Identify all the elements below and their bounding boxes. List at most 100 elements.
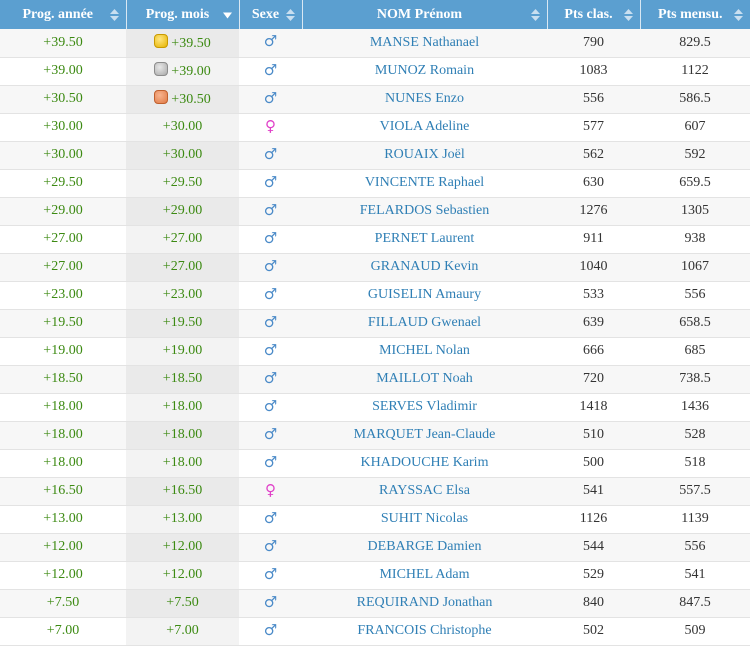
player-name-link[interactable]: REQUIRAND Jonathan	[356, 595, 493, 610]
name-cell: MANSE Nathanael	[302, 29, 547, 58]
player-name-link[interactable]: MANSE Nathanael	[369, 34, 480, 50]
sex-cell: ♂	[239, 533, 302, 562]
pts-mensu-cell: 685	[640, 337, 750, 366]
player-name-link[interactable]: FELARDOS Sebastien	[359, 203, 490, 218]
table-body: +39.50 +39.50 ♂ MANSE Nathanael 790 829.5 +39.…	[0, 29, 750, 646]
name-cell: MARQUET Jean-Claude	[302, 421, 547, 450]
pts-mensu-cell: 938	[640, 225, 750, 254]
prog-annee-cell: +19.00	[0, 337, 126, 366]
pts-mensu-cell: 518	[640, 449, 750, 478]
header-nom-prenom[interactable]: NOM Prénom	[302, 0, 548, 29]
player-name-link[interactable]: PERNET Laurent	[374, 231, 475, 246]
prog-mois-cell: +16.50	[126, 477, 239, 506]
player-name-link[interactable]: KHADOUCHE Karim	[360, 455, 489, 470]
player-name-link[interactable]: MARQUET Jean-Claude	[353, 427, 496, 442]
name-cell: SUHIT Nicolas	[302, 505, 547, 534]
table-row: +7.50 +7.50 ♂ REQUIRAND Jonathan 840 847.5	[0, 589, 750, 618]
name-cell: REQUIRAND Jonathan	[302, 589, 547, 618]
table-row: +12.00 +12.00 ♂ MICHEL Adam 529 541	[0, 561, 750, 590]
prog-mois-cell: +12.00	[126, 561, 239, 590]
table-row: +27.00 +27.00 ♂ GRANAUD Kevin 1040 1067	[0, 253, 750, 282]
header-prog-mois[interactable]: Prog. mois	[126, 0, 240, 29]
sex-cell: ♂	[239, 253, 302, 282]
player-name-link[interactable]: MAILLOT Noah	[376, 371, 473, 386]
pts-clas-cell: 630	[547, 169, 640, 198]
sex-cell: ♂	[239, 141, 302, 170]
player-name-link[interactable]: FRANCOIS Christophe	[357, 623, 492, 638]
prog-mois-cell: +7.50	[126, 589, 239, 618]
sort-both-icon	[285, 8, 295, 21]
prog-mois-value: +19.00	[162, 343, 203, 358]
male-icon: ♂	[263, 312, 278, 331]
header-label: Pts clas.	[564, 6, 613, 22]
pts-clas-cell: 911	[547, 225, 640, 254]
player-name-link[interactable]: GRANAUD Kevin	[370, 259, 479, 274]
prog-mois-value: +13.00	[162, 511, 203, 526]
pts-mensu-cell: 659.5	[640, 169, 750, 198]
player-name-link[interactable]: DEBARGE Damien	[367, 539, 482, 554]
header-label: Prog. année	[22, 6, 93, 22]
prog-annee-cell: +18.00	[0, 449, 126, 478]
prog-mois-value: +7.00	[166, 623, 199, 638]
prog-mois-cell: +30.00	[126, 113, 239, 142]
pts-clas-cell: 544	[547, 533, 640, 562]
sex-cell: ♂	[239, 309, 302, 338]
player-name-link[interactable]: VINCENTE Raphael	[364, 175, 485, 190]
prog-annee-cell: +12.00	[0, 561, 126, 590]
player-name-link[interactable]: GUISELIN Amaury	[367, 287, 482, 302]
prog-mois-value: +39.50	[171, 35, 211, 51]
male-icon: ♂	[263, 284, 278, 303]
pts-mensu-cell: 556	[640, 533, 750, 562]
header-label: NOM Prénom	[376, 6, 463, 22]
table-row: +30.00 +30.00 ♀ VIOLA Adeline 577 607	[0, 113, 750, 142]
header-sexe[interactable]: Sexe	[239, 0, 303, 29]
pts-clas-cell: 577	[547, 113, 640, 142]
male-icon: ♂	[263, 32, 278, 51]
prog-mois-cell: +29.00	[126, 197, 239, 226]
male-icon: ♂	[263, 256, 278, 275]
player-name-link[interactable]: MICHEL Nolan	[379, 343, 470, 358]
player-name-link[interactable]: RAYSSAC Elsa	[379, 483, 470, 498]
player-name-link[interactable]: ROUAIX Joël	[384, 147, 465, 162]
sex-cell: ♂	[239, 589, 302, 618]
sex-cell: ♀	[239, 113, 302, 142]
table-row: +18.50 +18.50 ♂ MAILLOT Noah 720 738.5	[0, 365, 750, 394]
header-prog-annee[interactable]: Prog. année	[0, 0, 127, 29]
pts-mensu-cell: 556	[640, 281, 750, 310]
pts-clas-cell: 1276	[547, 197, 640, 226]
table-header: Prog. année Prog. mois Sexe NOM Prénom Pts c…	[0, 0, 750, 29]
prog-mois-cell: +30.00	[126, 141, 239, 170]
prog-annee-cell: +19.50	[0, 309, 126, 338]
name-cell: MUNOZ Romain	[302, 57, 547, 86]
prog-mois-value: +18.00	[162, 455, 203, 470]
prog-mois-cell: +12.00	[126, 533, 239, 562]
prog-mois-value: +12.00	[162, 567, 203, 582]
header-pts-mensu[interactable]: Pts mensu.	[640, 0, 750, 29]
header-pts-clas[interactable]: Pts clas.	[547, 0, 641, 29]
sex-cell: ♂	[239, 617, 302, 646]
player-name-link[interactable]: FILLAUD Gwenael	[367, 315, 482, 330]
prog-annee-cell: +18.00	[0, 393, 126, 422]
player-name-link[interactable]: NUNES Enzo	[385, 91, 464, 106]
name-cell: ROUAIX Joël	[302, 141, 547, 170]
prog-mois-cell: +30.50	[126, 85, 239, 114]
prog-mois-value: +29.50	[162, 175, 203, 190]
prog-annee-cell: +13.00	[0, 505, 126, 534]
prog-mois-cell: +19.50	[126, 309, 239, 338]
sex-cell: ♂	[239, 365, 302, 394]
name-cell: VINCENTE Raphael	[302, 169, 547, 198]
sex-cell: ♂	[239, 449, 302, 478]
player-name-link[interactable]: SERVES Vladimir	[372, 399, 477, 414]
male-icon: ♂	[263, 620, 278, 639]
male-icon: ♂	[263, 424, 278, 443]
player-name-link[interactable]: MUNOZ Romain	[374, 63, 475, 78]
table-row: +29.00 +29.00 ♂ FELARDOS Sebastien 1276 1305	[0, 197, 750, 226]
sort-both-icon	[109, 8, 119, 21]
table-row: +19.00 +19.00 ♂ MICHEL Nolan 666 685	[0, 337, 750, 366]
pts-clas-cell: 562	[547, 141, 640, 170]
name-cell: RAYSSAC Elsa	[302, 477, 547, 506]
player-name-link[interactable]: SUHIT Nicolas	[380, 511, 469, 526]
player-name-link[interactable]: VIOLA Adeline	[379, 119, 470, 134]
pts-clas-cell: 533	[547, 281, 640, 310]
player-name-link[interactable]: MICHEL Adam	[379, 567, 470, 582]
